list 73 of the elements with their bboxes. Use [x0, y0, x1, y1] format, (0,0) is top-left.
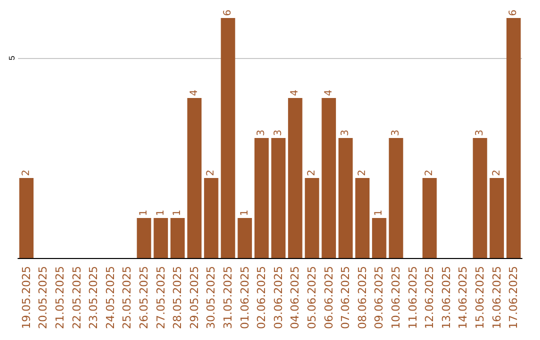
bar: [422, 178, 437, 258]
x-tick-label: 01.06.2025: [238, 266, 252, 330]
bar: [136, 218, 152, 258]
x-tick-label: 11.06.2025: [406, 266, 420, 330]
x-tick-label: 29.05.2025: [188, 266, 201, 330]
x-tick-label: 28.05.2025: [171, 266, 184, 330]
bar: [355, 178, 370, 258]
data-label: 2: [206, 170, 217, 176]
x-tick-label: 16.06.2025: [490, 266, 504, 330]
y-tick-label: 5: [8, 55, 16, 60]
data-label: 3: [272, 130, 284, 136]
x-tick-label: 13.06.2025: [440, 266, 453, 330]
data-label: 3: [340, 130, 352, 136]
x-tick-label: 04.06.2025: [288, 266, 302, 330]
x-tick-label: 12.06.2025: [423, 266, 436, 330]
data-label: 4: [290, 90, 301, 96]
data-label: 6: [508, 10, 520, 16]
data-label: 4: [188, 90, 200, 96]
x-tick-label: 21.05.2025: [54, 266, 66, 330]
x-tick-label: 20.05.2025: [36, 266, 50, 330]
x-tick-label: 22.05.2025: [70, 266, 84, 330]
data-label: 4: [323, 90, 334, 96]
data-label: 2: [306, 170, 318, 176]
x-tick-label: 19.05.2025: [20, 266, 33, 330]
x-tick-label: 23.05.2025: [87, 266, 100, 330]
data-label: 3: [256, 130, 268, 136]
bar: [254, 138, 269, 258]
x-tick-label: 31.05.2025: [222, 266, 234, 330]
x-tick-label: 27.05.2025: [154, 266, 168, 330]
bar: [154, 218, 168, 258]
data-label: 1: [155, 210, 166, 216]
x-tick-label: 14.06.2025: [456, 266, 470, 330]
bar: [288, 98, 302, 258]
x-tick-label: 10.06.2025: [390, 266, 402, 330]
x-tick-label: 09.06.2025: [372, 266, 386, 330]
x-tick-label: 08.06.2025: [356, 266, 369, 330]
bar: [304, 178, 320, 258]
x-tick-label: 25.05.2025: [120, 266, 134, 330]
bar: [322, 98, 336, 258]
x-tick-label: 07.06.2025: [339, 266, 352, 330]
x-tick-label: 02.06.2025: [255, 266, 268, 330]
x-tick-label: 26.05.2025: [138, 266, 150, 330]
x-tick-label: 30.05.2025: [204, 266, 218, 330]
bar: [338, 138, 353, 258]
data-label: 2: [491, 170, 502, 176]
data-label: 1: [239, 210, 250, 216]
data-label: 2: [20, 170, 32, 176]
data-label: 6: [222, 10, 234, 16]
x-tick-label: 24.05.2025: [104, 266, 117, 330]
bar: [187, 98, 202, 258]
x-tick-label: 05.06.2025: [306, 266, 318, 330]
bar: [238, 218, 252, 258]
bar: [204, 178, 218, 258]
bar: [388, 138, 404, 258]
x-tick-label: 06.06.2025: [322, 266, 336, 330]
x-tick-label: 15.06.2025: [474, 266, 486, 330]
x-tick-label: 03.06.2025: [272, 266, 285, 330]
data-label: 1: [172, 210, 184, 216]
data-label: 3: [390, 130, 402, 136]
bar: [372, 218, 386, 258]
bar: [490, 178, 504, 258]
bar: [170, 218, 185, 258]
x-tick-label: 17.06.2025: [507, 266, 520, 330]
data-label: 1: [374, 210, 385, 216]
data-label: 1: [138, 210, 150, 216]
bar: [220, 18, 236, 258]
bar: [506, 18, 521, 258]
bar: [19, 178, 34, 258]
data-label: 2: [424, 170, 436, 176]
data-label: 3: [474, 130, 486, 136]
bar: [472, 138, 488, 258]
data-label: 2: [356, 170, 368, 176]
bar: [271, 138, 286, 258]
